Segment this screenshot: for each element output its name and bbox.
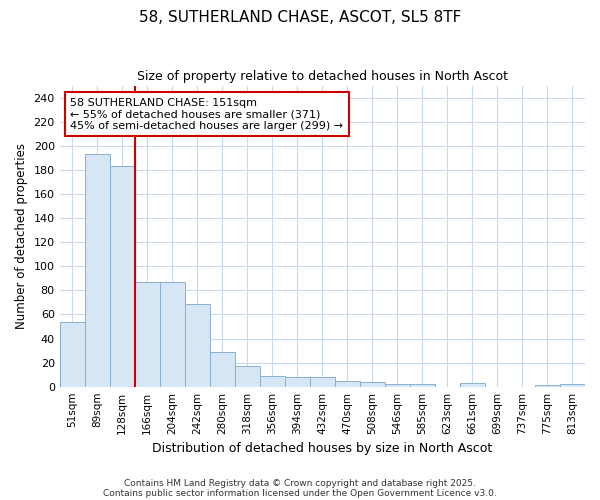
Bar xyxy=(560,384,585,386)
Bar xyxy=(135,282,160,387)
Bar xyxy=(410,384,435,386)
Bar xyxy=(185,304,210,386)
Bar xyxy=(160,282,185,387)
Bar xyxy=(360,382,385,386)
Bar xyxy=(335,380,360,386)
Bar xyxy=(460,383,485,386)
Bar xyxy=(310,377,335,386)
Text: Contains public sector information licensed under the Open Government Licence v3: Contains public sector information licen… xyxy=(103,488,497,498)
Bar xyxy=(210,352,235,386)
Bar xyxy=(260,376,285,386)
X-axis label: Distribution of detached houses by size in North Ascot: Distribution of detached houses by size … xyxy=(152,442,493,455)
Y-axis label: Number of detached properties: Number of detached properties xyxy=(15,143,28,329)
Text: Contains HM Land Registry data © Crown copyright and database right 2025.: Contains HM Land Registry data © Crown c… xyxy=(124,478,476,488)
Bar xyxy=(235,366,260,386)
Bar xyxy=(110,166,135,386)
Bar xyxy=(59,322,85,386)
Bar xyxy=(285,377,310,386)
Bar xyxy=(85,154,110,386)
Bar xyxy=(385,384,410,386)
Text: 58, SUTHERLAND CHASE, ASCOT, SL5 8TF: 58, SUTHERLAND CHASE, ASCOT, SL5 8TF xyxy=(139,10,461,25)
Text: 58 SUTHERLAND CHASE: 151sqm
← 55% of detached houses are smaller (371)
45% of se: 58 SUTHERLAND CHASE: 151sqm ← 55% of det… xyxy=(70,98,343,131)
Title: Size of property relative to detached houses in North Ascot: Size of property relative to detached ho… xyxy=(137,70,508,83)
